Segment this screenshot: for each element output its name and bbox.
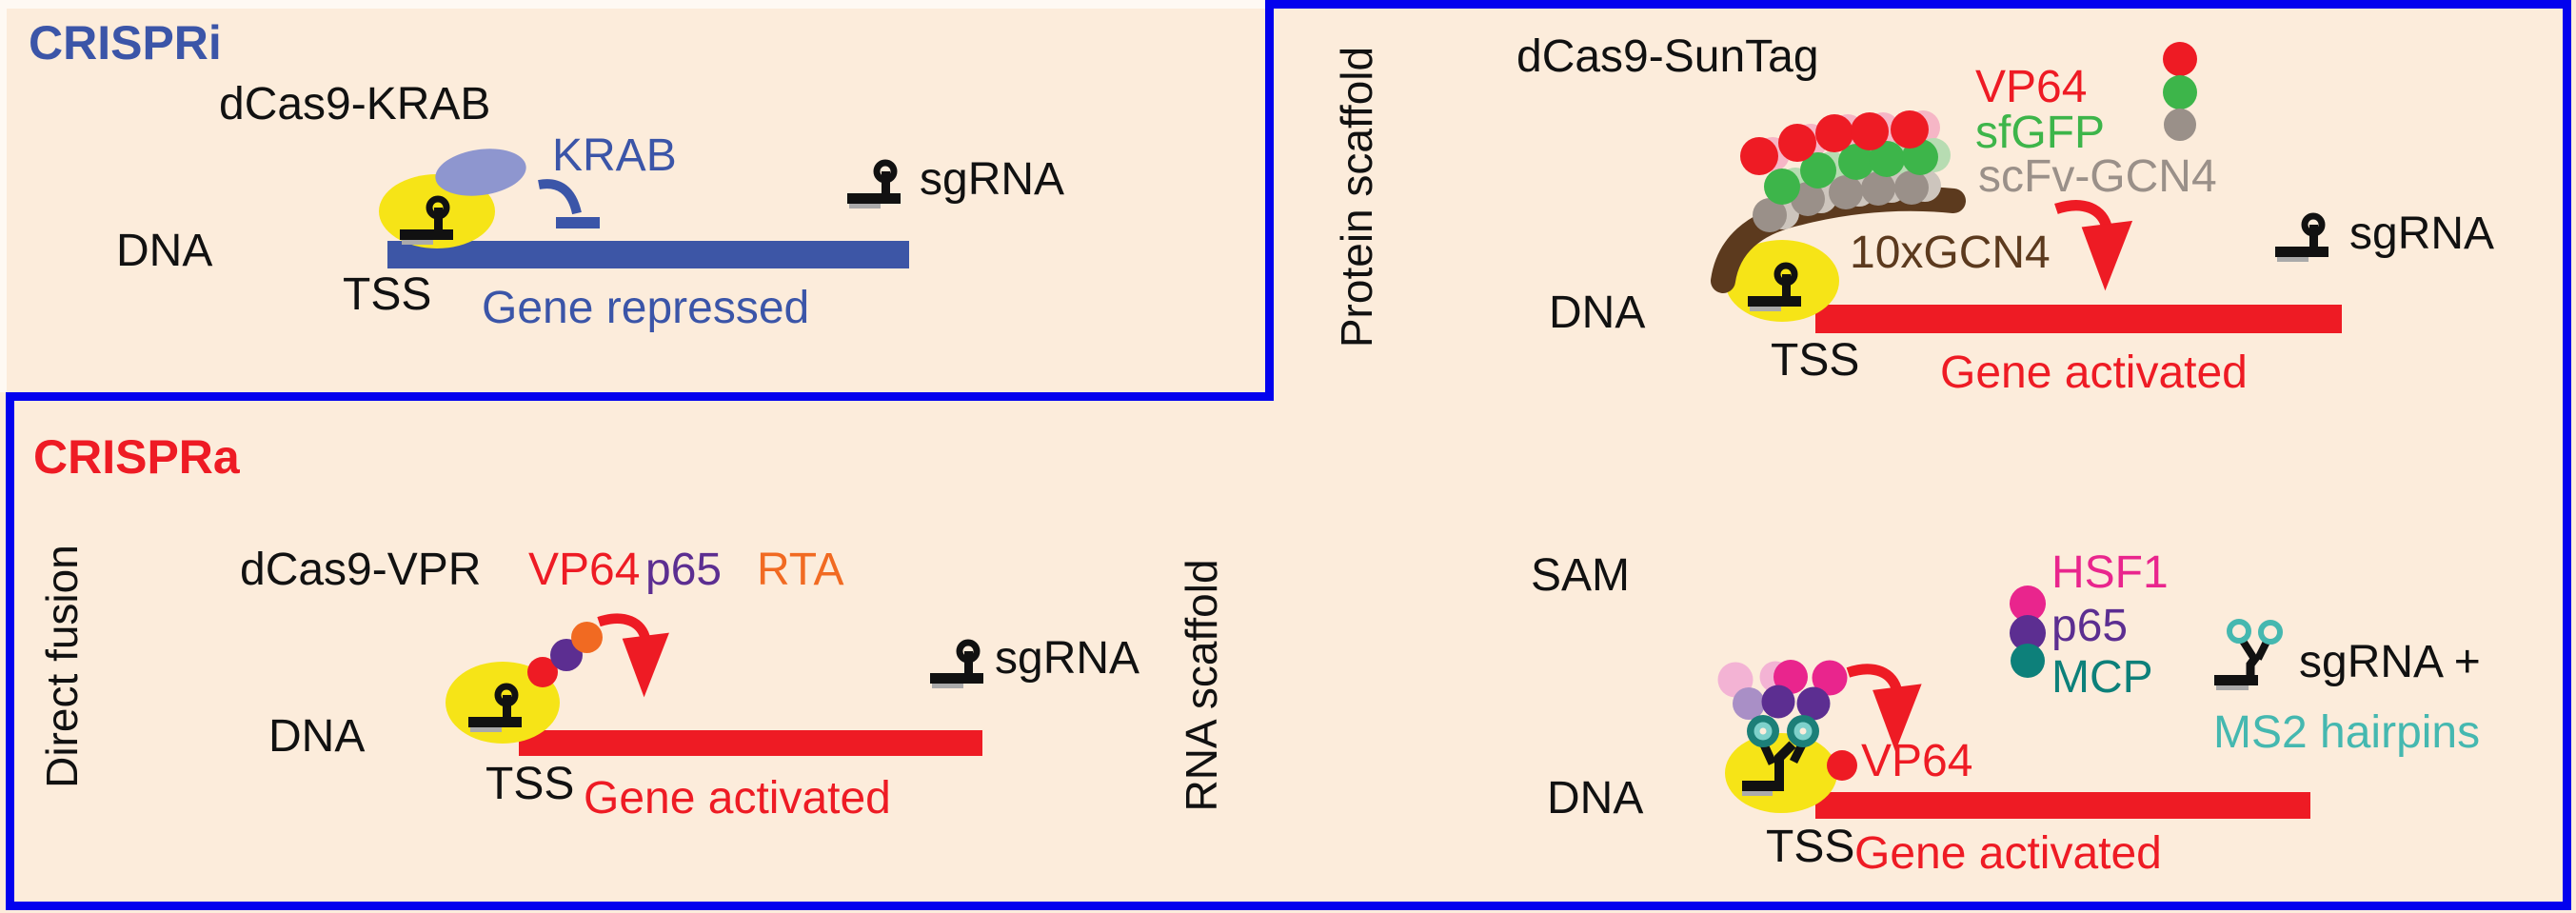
crispra-title: CRISPRa — [33, 430, 240, 484]
hsf1-p65-circle-rows — [1717, 660, 1848, 721]
suntag-activation-arrow — [2054, 200, 2133, 291]
repression-inhibitor-arrow — [538, 179, 600, 228]
vpr-domain-vp64: VP64 — [528, 545, 641, 595]
crispri-dna-label: DNA — [116, 226, 213, 276]
scfv-gcn4-circles — [1753, 170, 1929, 232]
legend-sfgfp-circle — [2163, 75, 2197, 109]
rna-scaffold-side-label: RNA scaffold — [1177, 559, 1226, 812]
sam-vp64-label: VP64 — [1861, 736, 1973, 786]
direct-fusion-side-label: Direct fusion — [37, 545, 87, 788]
vpr-gene-status: Gene activated — [584, 773, 891, 824]
suntag-gene-status: Gene activated — [1940, 347, 2248, 398]
ms2-mcp-hairpin-icons — [1747, 715, 1819, 765]
crispri-sgrna-label: sgRNA — [920, 154, 1065, 205]
crispri-title: CRISPRi — [29, 16, 222, 69]
sam-activation-arrow — [1846, 664, 1922, 752]
sam-sgrna-label: sgRNA + — [2299, 637, 2481, 687]
left-edge-sliver — [0, 0, 7, 392]
legend-vp64-circle — [2163, 42, 2197, 76]
suntag-complex-label: dCas9-SunTag — [1516, 31, 1819, 82]
vpr-dna-bar — [519, 730, 982, 756]
vpr-sgrna-icon — [468, 683, 522, 732]
sgrna-ms2-legend-icon — [2214, 619, 2283, 690]
legend-mcp-circle — [2011, 644, 2045, 678]
crispri-gene-status: Gene repressed — [482, 283, 810, 333]
suntag-scaffold-assembly — [1711, 110, 1966, 293]
legend-scfv-circle — [2164, 109, 2196, 141]
sam-gene-status: Gene activated — [1854, 828, 2162, 879]
krab-label: KRAB — [552, 130, 677, 181]
sam-dna-label: DNA — [1547, 773, 1644, 824]
sfgfp-circles — [1764, 139, 1938, 205]
crispri-sgrna-legend-icon — [847, 159, 901, 208]
crispri-complex-label: dCas9-KRAB — [219, 79, 491, 129]
crispri-dna-bar — [387, 241, 909, 268]
vpr-sgrna-label: sgRNA — [995, 633, 1140, 684]
suntag-legend-sfgfp: sfGFP — [1975, 108, 2106, 158]
vpr-complex-label: dCas9-VPR — [240, 545, 482, 595]
sam-legend-hsf1: HSF1 — [2051, 547, 2169, 598]
sam-bent-sgrna-icon — [1742, 741, 1796, 796]
sam-legend-p65: p65 — [2051, 601, 2129, 651]
top-edge-sliver — [0, 0, 1265, 9]
suntag-sgrna-label: sgRNA — [2349, 208, 2495, 259]
gcn4-scaffold-label: 10xGCN4 — [1850, 228, 2051, 278]
rta-circle — [571, 622, 603, 653]
ms2-hairpins-label: MS2 hairpins — [2213, 707, 2481, 758]
protein-scaffold-side-label: Protein scaffold — [1332, 46, 1381, 348]
crispri-tss-label: TSS — [343, 269, 432, 320]
suntag-legend-scfv: scFv-GCN4 — [1978, 151, 2217, 202]
suntag-legend-vp64: VP64 — [1975, 62, 2088, 112]
crispri-sgrna-icon — [400, 195, 453, 245]
vpr-tss-label: TSS — [485, 759, 575, 809]
sam-vp64-circle — [1827, 750, 1857, 781]
suntag-sgrna-icon — [1748, 262, 1801, 311]
vpr-domain-rta: RTA — [757, 545, 844, 595]
suntag-dna-bar — [1815, 305, 2342, 333]
sam-tss-label: TSS — [1766, 822, 1855, 872]
sam-dna-bar — [1815, 792, 2310, 819]
sam-activator-cluster — [1717, 660, 1857, 796]
vpr-domain-p65: p65 — [645, 545, 723, 595]
vpr-sgrna-legend-icon — [930, 639, 983, 688]
sam-legend-mcp: MCP — [2051, 652, 2153, 703]
vpr-dna-label: DNA — [268, 711, 366, 762]
suntag-dna-label: DNA — [1549, 288, 1646, 338]
suntag-tss-label: TSS — [1771, 335, 1860, 386]
suntag-sgrna-legend-icon — [2275, 212, 2328, 262]
vpr-activation-arrow — [597, 613, 669, 698]
sam-title: SAM — [1531, 550, 1631, 601]
vp64-circles — [1740, 110, 1929, 175]
